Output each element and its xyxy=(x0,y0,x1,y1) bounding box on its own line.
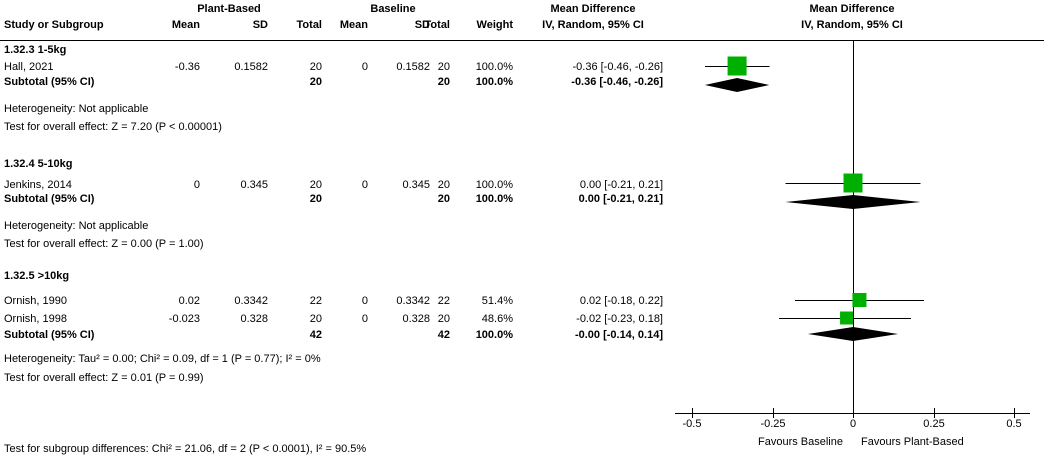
subgroup-title: 1.32.3 1-5kg xyxy=(4,44,67,56)
mean-plant-value: -0.36 xyxy=(174,61,200,73)
subtotal-diamond xyxy=(785,195,921,209)
favours-left-label: Favours Baseline xyxy=(758,436,843,448)
col-header-study: Study or Subgroup xyxy=(4,19,104,31)
mean-base-value: 0 xyxy=(361,61,368,73)
subtotal-weight: 100.0% xyxy=(475,193,513,205)
study-label: Hall, 2021 xyxy=(4,61,54,73)
col-header-iv-plot: IV, Random, 95% CI xyxy=(801,19,903,31)
weight-value: 48.6% xyxy=(481,313,513,325)
study-weight-square xyxy=(843,173,863,193)
study-label: Ornish, 1990 xyxy=(4,295,67,307)
subtotal-total-plant: 20 xyxy=(309,193,322,205)
subtotal-total-base: 20 xyxy=(437,76,450,88)
subtotal-total-base: 20 xyxy=(437,193,450,205)
total-plant-value: 20 xyxy=(309,313,322,325)
subgroup-title: 1.32.5 >10kg xyxy=(4,270,70,282)
group-header-plant-based: Plant-Based xyxy=(197,3,261,15)
md-ci-value: 0.00 [-0.21, 0.21] xyxy=(579,179,663,191)
col-header-sd-base: SD xyxy=(414,19,430,31)
total-base-value: 20 xyxy=(437,61,450,73)
heterogeneity-note: Heterogeneity: Not applicable xyxy=(4,103,149,115)
total-plant-value: 20 xyxy=(309,61,322,73)
col-header-iv-stat: IV, Random, 95% CI xyxy=(542,19,644,31)
axis-tick-label: 0 xyxy=(849,418,857,430)
subtotal-label: Subtotal (95% CI) xyxy=(4,193,95,205)
overall-effect-note: Test for overall effect: Z = 0.01 (P = 0… xyxy=(4,372,204,384)
axis-tick-label: 0.25 xyxy=(923,418,945,430)
total-base-value: 20 xyxy=(437,179,450,191)
col-header-mean-plant: Mean xyxy=(171,19,200,31)
favours-right-label: Favours Plant-Based xyxy=(861,436,964,448)
mean-base-value: 0 xyxy=(361,295,368,307)
axis-tick-label: -0.25 xyxy=(760,418,786,430)
study-weight-square xyxy=(840,311,854,325)
sd-base-value: 0.345 xyxy=(402,179,430,191)
subtotal-diamond xyxy=(704,78,770,92)
subtotal-md-ci: 0.00 [-0.21, 0.21] xyxy=(578,193,663,205)
subtotal-diamond xyxy=(807,327,899,341)
mean-plant-value: 0.02 xyxy=(178,295,200,307)
weight-value: 100.0% xyxy=(475,179,513,191)
weight-value: 51.4% xyxy=(481,295,513,307)
heterogeneity-note: Heterogeneity: Tau² = 0.00; Chi² = 0.09,… xyxy=(4,353,321,365)
subtotal-md-ci: -0.00 [-0.14, 0.14] xyxy=(574,329,663,341)
subgroup-difference-test: Test for subgroup differences: Chi² = 21… xyxy=(4,443,367,455)
col-header-mean-base: Mean xyxy=(339,19,368,31)
md-ci-value: -0.36 [-0.46, -0.26] xyxy=(572,61,664,73)
total-base-value: 20 xyxy=(437,313,450,325)
subtotal-weight: 100.0% xyxy=(475,329,513,341)
sd-plant-value: 0.328 xyxy=(240,313,268,325)
axis-tick-label: 0.5 xyxy=(1006,418,1022,430)
md-stat-title: Mean Difference xyxy=(550,3,636,15)
mean-plant-value: 0 xyxy=(193,179,200,191)
subtotal-label: Subtotal (95% CI) xyxy=(4,76,95,88)
axis-tick-label: -0.5 xyxy=(682,418,702,430)
sd-plant-value: 0.345 xyxy=(240,179,268,191)
total-base-value: 22 xyxy=(437,295,450,307)
sd-base-value: 0.1582 xyxy=(396,61,430,73)
weight-value: 100.0% xyxy=(475,61,513,73)
study-weight-square xyxy=(727,56,747,76)
sd-base-value: 0.3342 xyxy=(396,295,430,307)
col-header-weight: Weight xyxy=(476,19,513,31)
study-label: Ornish, 1998 xyxy=(4,313,67,325)
header-divider xyxy=(0,40,1044,41)
col-header-total-plant: Total xyxy=(296,19,322,31)
study-label: Jenkins, 2014 xyxy=(4,179,72,191)
md-plot-title: Mean Difference xyxy=(809,3,895,15)
total-plant-value: 20 xyxy=(309,179,322,191)
overall-effect-note: Test for overall effect: Z = 7.20 (P < 0… xyxy=(4,121,222,133)
overall-effect-note: Test for overall effect: Z = 0.00 (P = 1… xyxy=(4,238,204,250)
col-header-sd-plant: SD xyxy=(252,19,268,31)
mean-base-value: 0 xyxy=(361,313,368,325)
subgroup-title: 1.32.4 5-10kg xyxy=(4,158,73,170)
col-header-total-base: Total xyxy=(424,19,450,31)
subtotal-total-base: 42 xyxy=(437,329,450,341)
study-weight-square xyxy=(852,293,867,307)
mean-base-value: 0 xyxy=(361,179,368,191)
heterogeneity-note: Heterogeneity: Not applicable xyxy=(4,220,149,232)
total-plant-value: 22 xyxy=(309,295,322,307)
md-ci-value: -0.02 [-0.23, 0.18] xyxy=(576,313,663,325)
subtotal-md-ci: -0.36 [-0.46, -0.26] xyxy=(571,76,663,88)
md-ci-value: 0.02 [-0.18, 0.22] xyxy=(579,295,663,307)
subtotal-label: Subtotal (95% CI) xyxy=(4,329,95,341)
mean-plant-value: -0.023 xyxy=(168,313,200,325)
subtotal-total-plant: 42 xyxy=(309,329,322,341)
group-header-baseline: Baseline xyxy=(370,3,416,15)
sd-plant-value: 0.1582 xyxy=(234,61,268,73)
subtotal-weight: 100.0% xyxy=(475,76,513,88)
sd-base-value: 0.328 xyxy=(402,313,430,325)
subtotal-total-plant: 20 xyxy=(309,76,322,88)
sd-plant-value: 0.3342 xyxy=(234,295,268,307)
